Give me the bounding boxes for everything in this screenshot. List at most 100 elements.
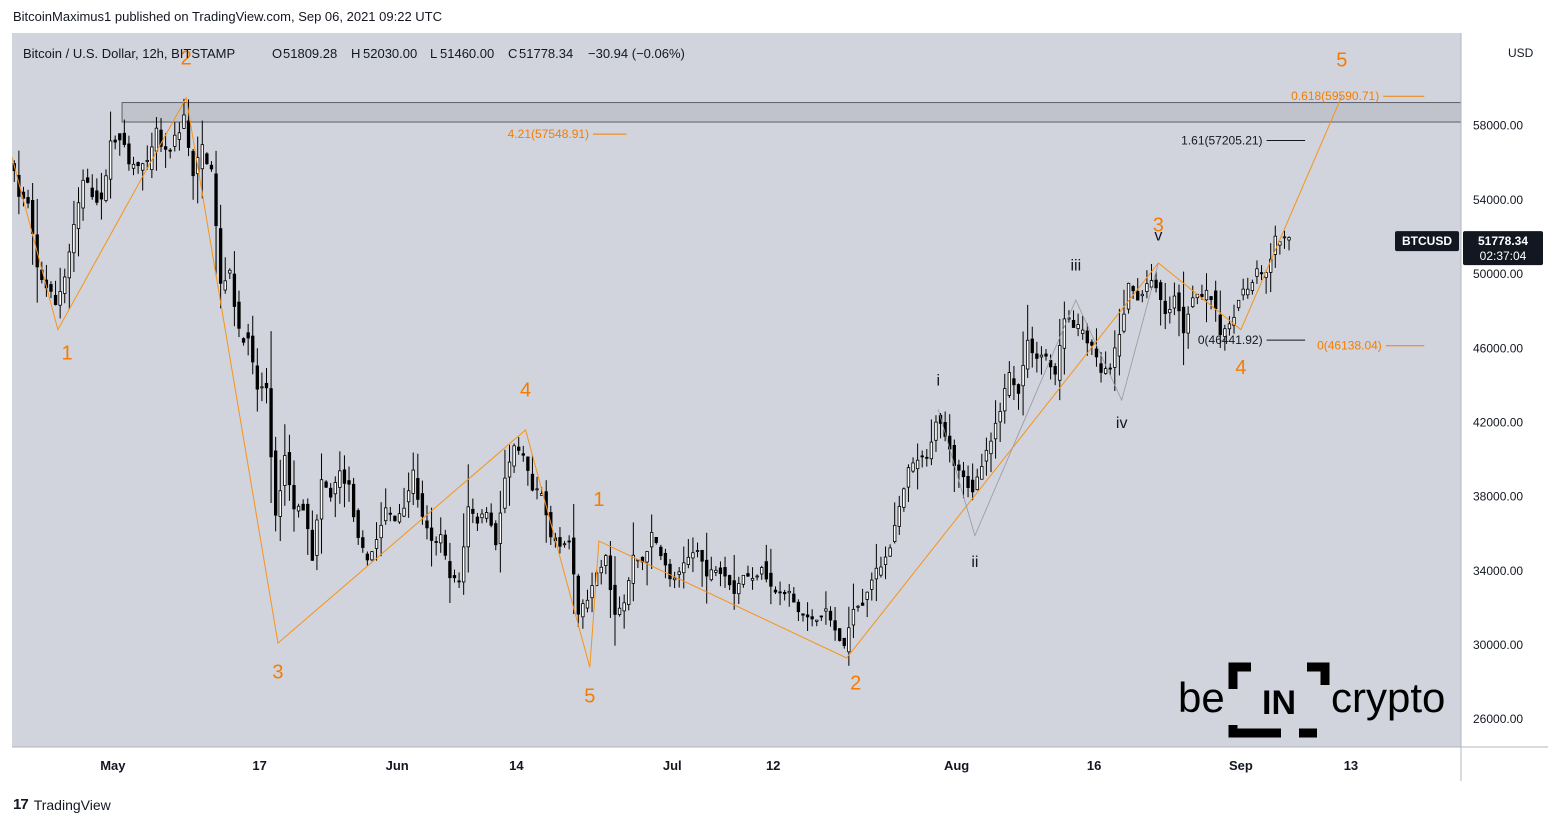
candle-body-up <box>865 591 869 600</box>
candle <box>1012 365 1016 401</box>
candle <box>475 512 480 531</box>
candle-body-down <box>792 593 796 603</box>
candle-body-down <box>388 512 392 515</box>
candle-body-down <box>17 174 21 197</box>
candle-body-up <box>1168 309 1172 314</box>
wave-label-primary: 5 <box>1336 49 1347 71</box>
candle <box>856 604 860 612</box>
candle <box>631 522 635 602</box>
candle-body-up <box>906 467 911 488</box>
candle <box>980 453 984 480</box>
candle-body-up <box>260 386 264 389</box>
candle <box>218 204 223 309</box>
candle <box>342 455 347 508</box>
candle-body-up <box>1250 282 1255 292</box>
candle <box>232 251 237 327</box>
candle <box>452 569 457 583</box>
candle <box>448 542 452 603</box>
candle-body-down <box>264 382 269 389</box>
wave-line-subwave <box>937 262 1159 537</box>
candle <box>663 548 668 579</box>
candle-body-down <box>608 555 613 591</box>
price-tick-label: 46000.00 <box>1473 341 1523 355</box>
time-tick-label: Sep <box>1229 758 1253 773</box>
candle <box>53 280 58 306</box>
candle <box>99 172 104 220</box>
candle <box>1117 308 1122 376</box>
candle <box>842 637 846 649</box>
resistance-zone-layer <box>121 102 1462 123</box>
candle-body-down <box>1259 272 1264 275</box>
candle-body-up <box>72 224 76 254</box>
candle <box>76 187 81 257</box>
fib-level: 4.21(57548.91) <box>508 127 627 141</box>
candle <box>315 514 319 571</box>
candle-body-up <box>1003 388 1007 412</box>
candle-body-down <box>925 456 929 459</box>
price-tag-value: 51778.34 <box>1478 234 1528 248</box>
candle-body-up <box>856 605 860 608</box>
candle-body-up <box>787 590 791 594</box>
candle <box>301 499 305 511</box>
candle <box>274 436 278 532</box>
ohlc-low-value: 51460.00 <box>440 46 494 61</box>
price-axis[interactable]: 58000.00 54000.00 50000.00 46000.00 42000.00… <box>1473 119 1523 726</box>
candle <box>1099 352 1103 383</box>
price-tick-label: 54000.00 <box>1473 193 1523 207</box>
candle <box>998 402 1002 442</box>
candle-body-down <box>718 567 723 574</box>
candle <box>627 577 631 611</box>
candle-body-up <box>535 488 539 491</box>
candle-body-up <box>333 482 337 495</box>
candle-body-up <box>714 569 718 573</box>
candle-body-down <box>1035 353 1039 359</box>
candle-body-down <box>30 200 35 234</box>
candle-body-down <box>530 473 535 491</box>
candle-body-up <box>1236 299 1241 309</box>
candle <box>920 450 924 468</box>
ohlc-change: −30.94 (−0.06%) <box>588 46 685 61</box>
candle-body-up <box>562 543 567 546</box>
candle-body-up <box>1223 328 1227 337</box>
candle <box>296 503 301 518</box>
candle <box>714 565 718 577</box>
candle-body-up <box>370 551 374 561</box>
candle-body-down <box>782 591 787 595</box>
time-tick-label: 17 <box>252 758 266 773</box>
candle <box>319 453 324 554</box>
candle-body-down <box>860 602 865 606</box>
candle-body-down <box>122 132 127 145</box>
candle <box>1209 295 1213 310</box>
candle-body-down <box>26 197 30 204</box>
candle <box>764 544 768 583</box>
candle-body-up <box>1273 235 1277 255</box>
candle <box>108 111 113 199</box>
candle <box>72 200 76 272</box>
candle-body-up <box>686 556 691 565</box>
resistance-zone <box>121 102 1462 123</box>
candle <box>498 490 503 573</box>
candle <box>874 543 879 602</box>
candle-body-down <box>99 192 104 200</box>
time-axis[interactable]: May 17 Jun 14 Jul 12 Aug 16 Sep 13 <box>100 758 1358 773</box>
candle <box>1108 363 1112 376</box>
currency-label: USD <box>1508 46 1534 60</box>
candle-body-up <box>879 566 883 576</box>
candle <box>1016 383 1021 410</box>
candle <box>617 596 622 617</box>
candle-body-up <box>1246 288 1250 296</box>
candle <box>604 553 608 575</box>
candle-body-up <box>847 627 851 653</box>
candles-layer <box>12 98 1291 666</box>
wave-label-subwave: i <box>936 372 940 389</box>
candle <box>1145 270 1149 299</box>
candle-body-down <box>494 523 498 546</box>
candle-body-up <box>975 476 979 491</box>
candle <box>457 572 461 589</box>
candle-body-down <box>764 561 768 580</box>
candle <box>608 541 613 618</box>
candle-body-up <box>599 566 603 574</box>
chart-frame: 0.618(59590.71) 4.21(57548.91) 1.61(57205.… <box>12 33 1548 781</box>
candle <box>810 609 814 627</box>
candle <box>191 148 195 200</box>
